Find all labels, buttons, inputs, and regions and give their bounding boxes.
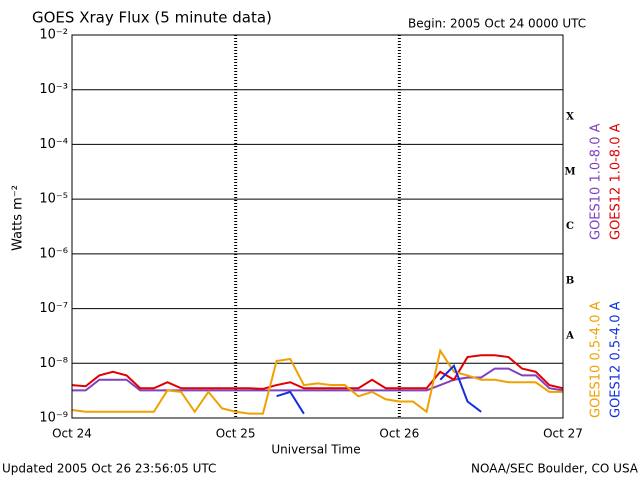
x-tick-label: Oct 25 [216, 427, 256, 441]
legend-entry: GOES10 0.5-4.0 A [589, 301, 604, 418]
legend-entry: GOES12 1.0-8.0 A [609, 123, 624, 240]
plot-frame [71, 34, 564, 419]
series-line [439, 363, 482, 413]
flare-class-label: B [566, 276, 574, 287]
footer-left: Updated 2005 Oct 26 23:56:05 UTC [2, 462, 216, 476]
legend-entry: GOES12 0.5-4.0 A [609, 301, 624, 418]
series-line [72, 348, 563, 415]
flare-class-label: M [564, 166, 575, 177]
series-line [276, 390, 305, 415]
y-tick-label: 10⁻⁵ [39, 192, 68, 207]
y-tick-label: 10⁻⁹ [39, 411, 68, 426]
y-tick-label: 10⁻⁴ [39, 137, 68, 152]
flare-class-label: A [565, 330, 574, 341]
y-tick-label: 10⁻⁷ [39, 301, 68, 316]
x-tick-label: Oct 27 [543, 427, 583, 441]
chart-subtitle: Begin: 2005 Oct 24 0000 UTC [408, 17, 586, 31]
y-tick-label: 10⁻⁶ [39, 246, 68, 261]
footer-right: NOAA/SEC Boulder, CO USA [471, 462, 639, 476]
y-tick-label: 10⁻³ [39, 82, 68, 97]
legend-entry: GOES10 1.0-8.0 A [589, 123, 604, 240]
y-tick-label: 10⁻⁸ [39, 356, 68, 371]
y-tick-label: 10⁻² [39, 28, 68, 43]
flare-class-label: C [566, 221, 574, 232]
x-axis-label: Universal Time [271, 443, 360, 457]
y-axis-label: Watts m⁻² [11, 185, 26, 251]
series-line [72, 367, 563, 392]
chart-title: GOES Xray Flux (5 minute data) [32, 9, 272, 27]
flare-class-label: X [566, 112, 574, 123]
x-tick-label: Oct 24 [52, 427, 92, 441]
series-line [72, 354, 563, 390]
x-tick-label: Oct 26 [379, 427, 419, 441]
